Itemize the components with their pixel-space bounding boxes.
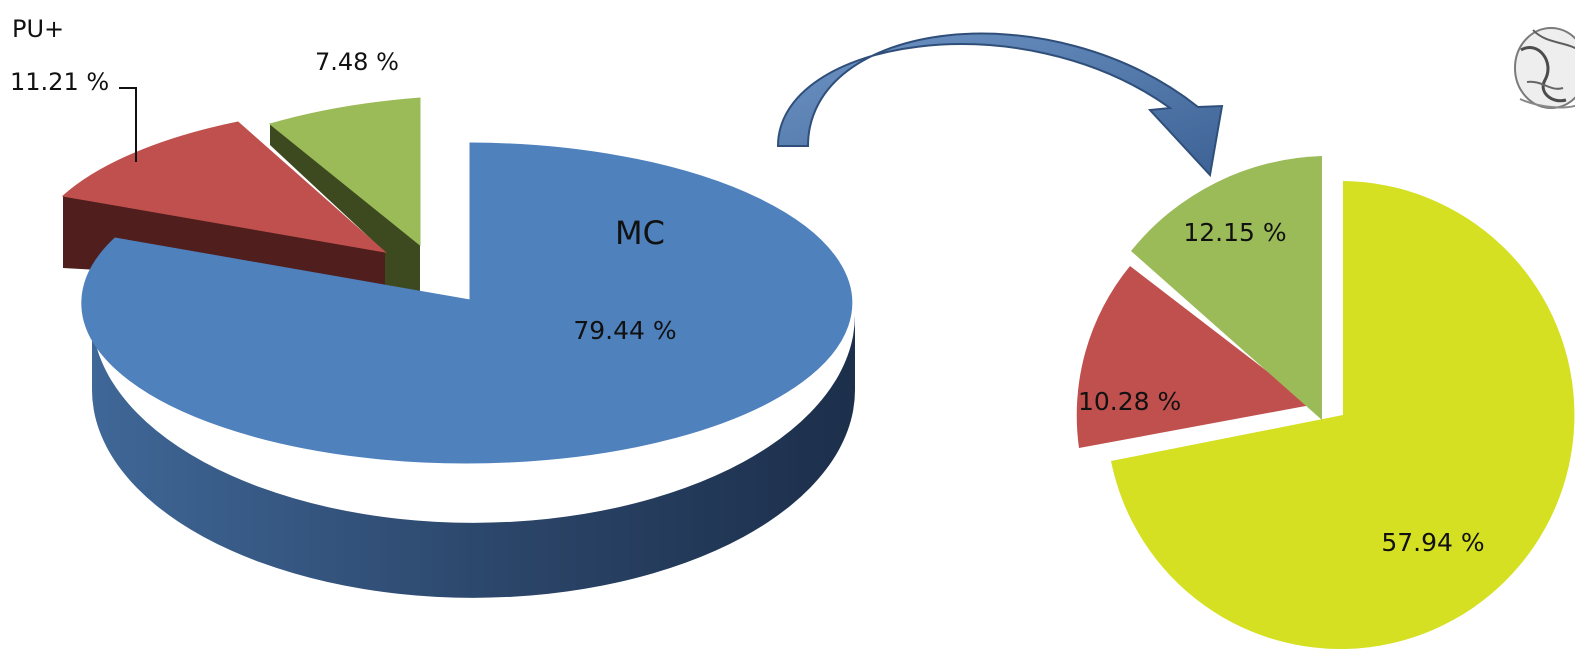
label-pu: PU+ xyxy=(12,15,64,43)
value-unknown: 12.15 % xyxy=(1183,218,1286,247)
curved-arrow-icon xyxy=(776,32,1224,178)
value-helmet: 10.28 % xyxy=(1078,387,1181,416)
walk-side-wall xyxy=(270,124,420,294)
pu-leader-line xyxy=(119,87,137,162)
value-pu: 11.21 % xyxy=(10,68,109,96)
pie-slice-no-helmet[interactable] xyxy=(1111,181,1575,649)
globe-icon xyxy=(1514,27,1575,109)
pie-slice-unknown[interactable] xyxy=(1131,156,1322,420)
pie-slice-mc[interactable] xyxy=(81,142,853,464)
pie3d-tops xyxy=(61,97,853,464)
pie-slice-helmet[interactable] xyxy=(1076,266,1311,448)
pie3d-labels: MC 79.44 % PU+ 11.21 % 7.48 % xyxy=(10,15,677,345)
pie-slice-walk[interactable] xyxy=(268,97,421,247)
mc-side-wall xyxy=(92,315,855,598)
value-walk: 7.48 % xyxy=(315,48,399,76)
pie2d xyxy=(1076,156,1575,649)
pie2d-labels: 12.15 % 10.28 % 57.94 % xyxy=(1078,218,1485,557)
value-mc: 79.44 % xyxy=(573,316,676,345)
value-no-helmet: 57.94 % xyxy=(1381,528,1484,557)
label-mc: MC xyxy=(615,214,665,252)
